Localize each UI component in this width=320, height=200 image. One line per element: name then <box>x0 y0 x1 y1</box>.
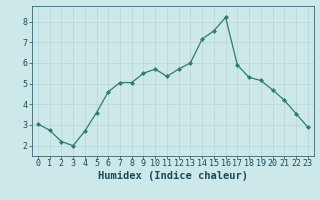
X-axis label: Humidex (Indice chaleur): Humidex (Indice chaleur) <box>98 171 248 181</box>
